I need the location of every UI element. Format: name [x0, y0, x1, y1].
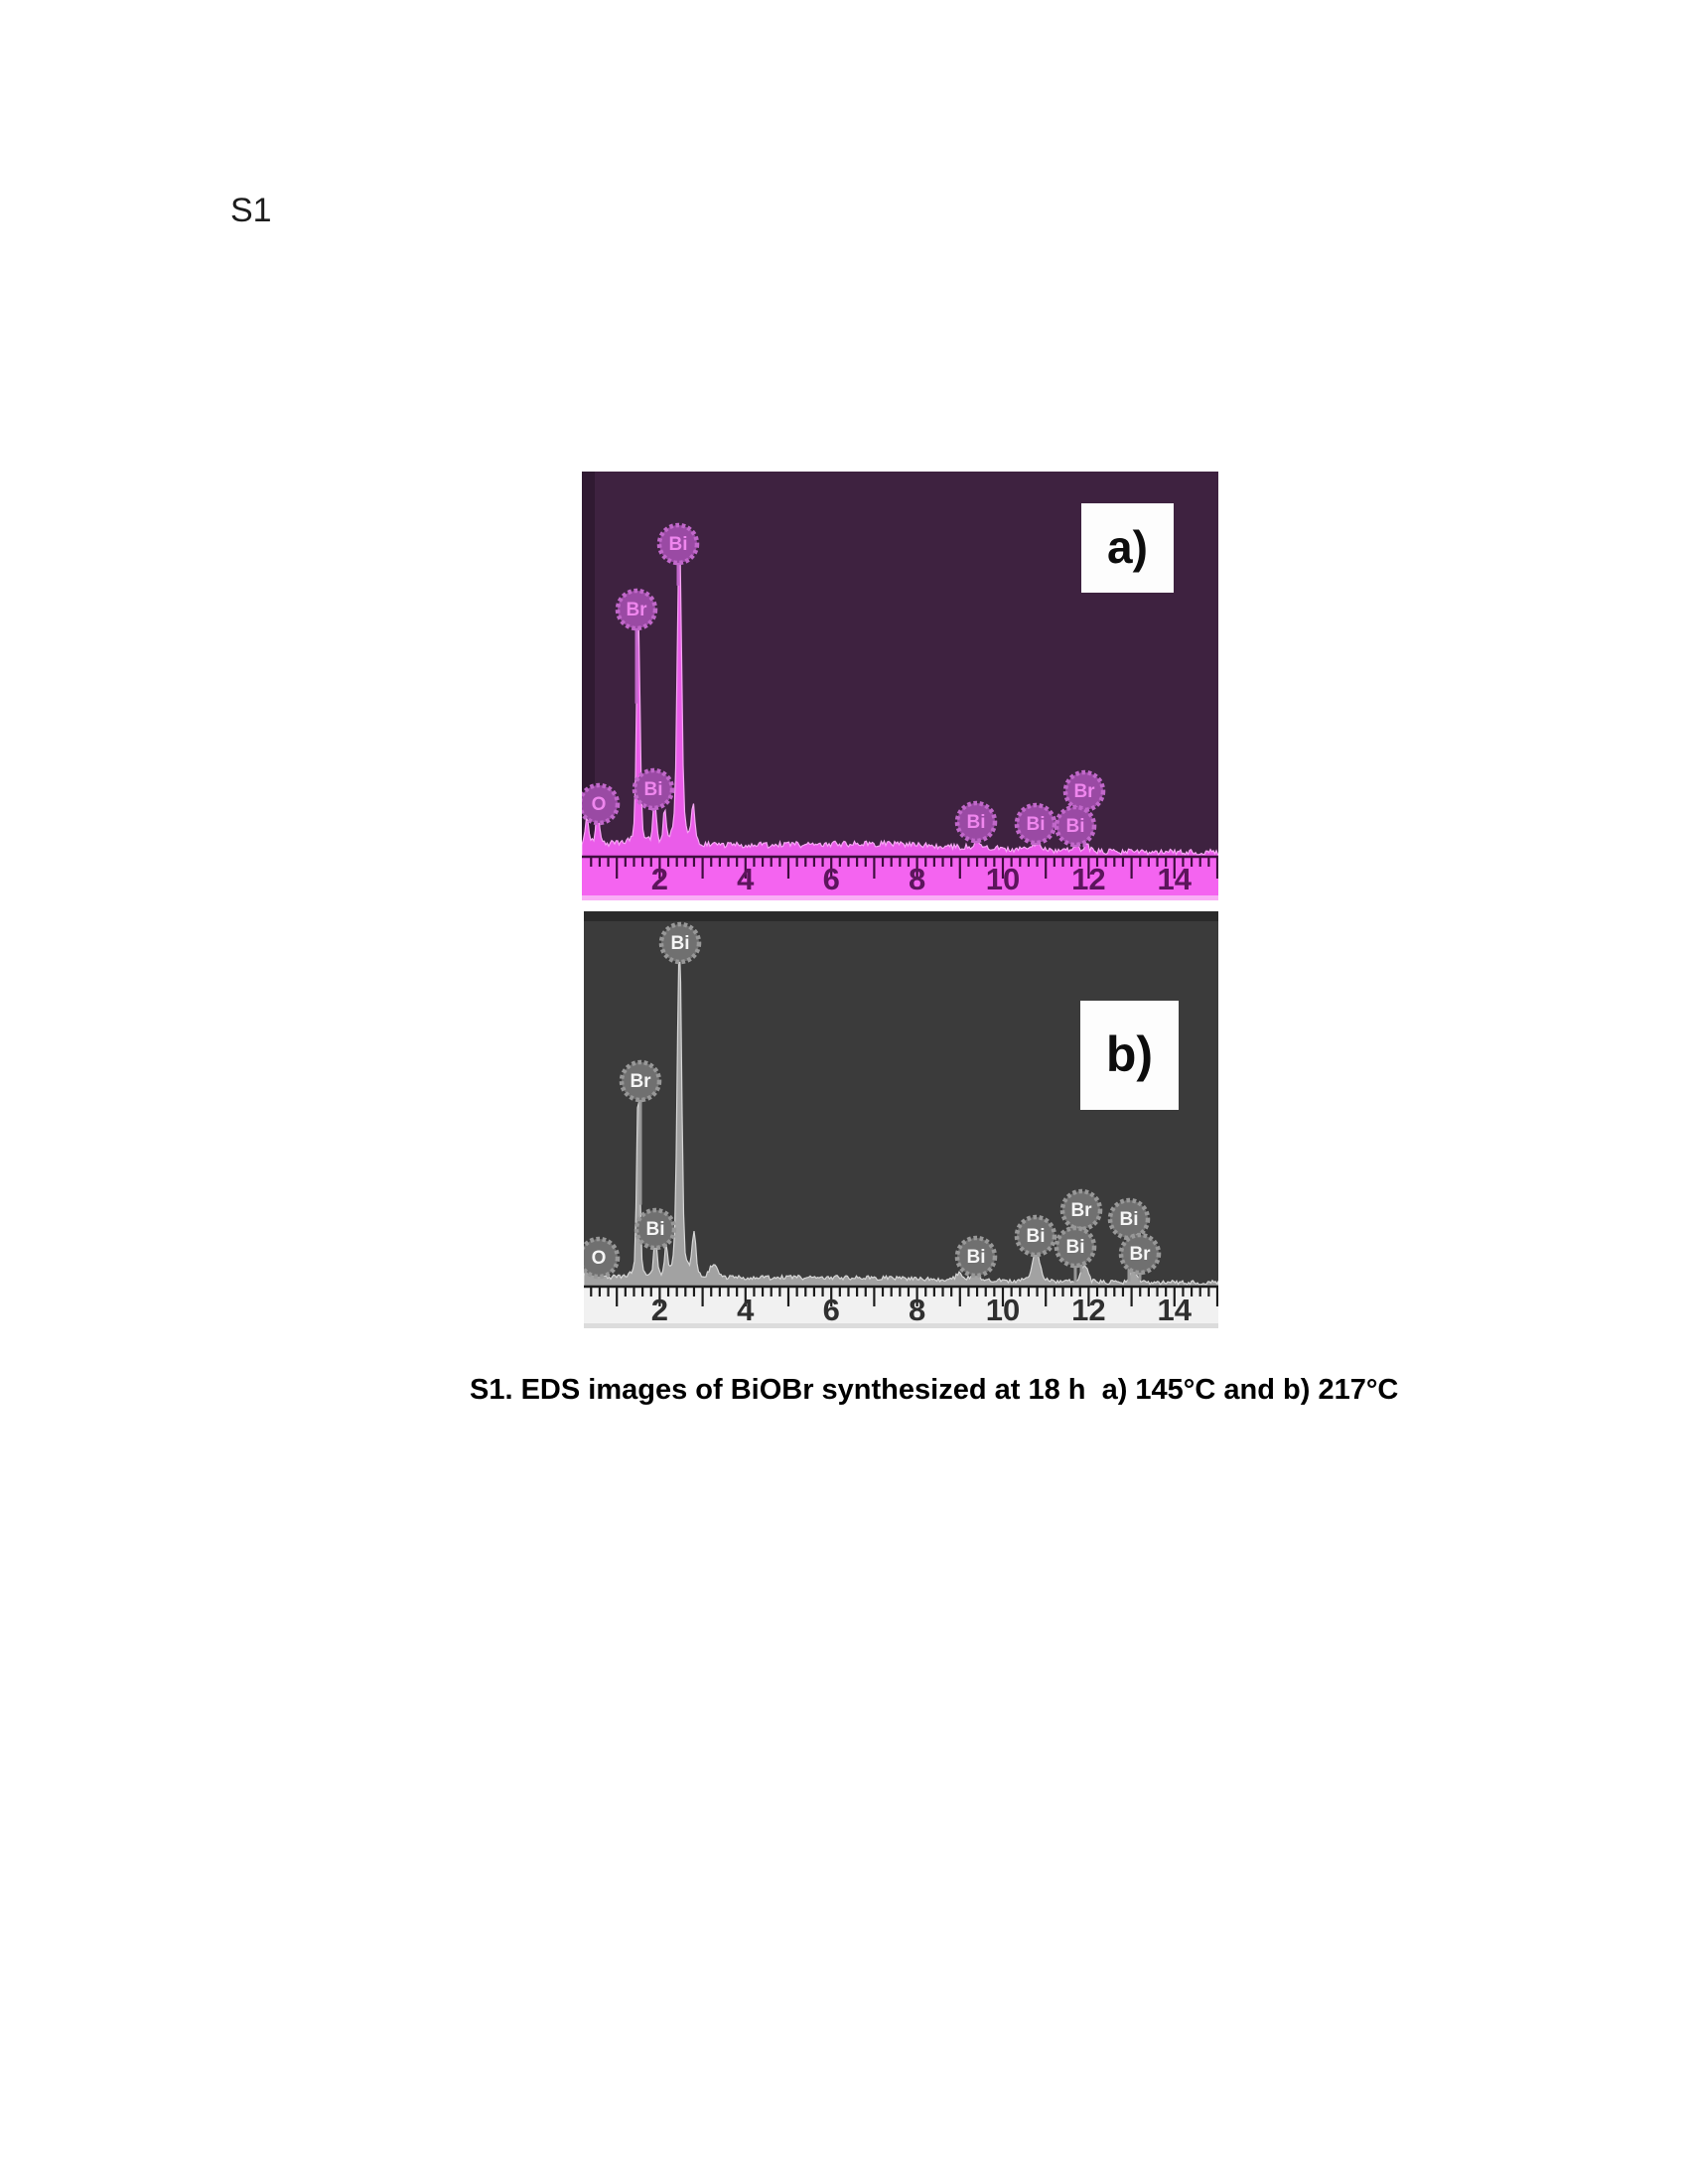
element-peak-badge — [615, 588, 658, 631]
element-peak-badge — [619, 1059, 662, 1103]
axis-tick-label: 12 — [1071, 1293, 1105, 1327]
element-peak-label: Bi — [646, 1219, 665, 1240]
energy-axis-ruler — [584, 1286, 1218, 1328]
axis-tick-label: 6 — [823, 862, 840, 896]
axis-tick-label: 10 — [986, 862, 1020, 896]
panel-label: a) — [1107, 521, 1148, 573]
eds-spectrum-b: 2 4 6 8 10 12 14 O Br Bi Bi Bi Bi Br Bi Bi Br b) — [584, 911, 1218, 1328]
panel-label-box — [1081, 503, 1174, 593]
plot-background — [584, 911, 1218, 1328]
element-peak-badge — [1054, 804, 1097, 848]
element-peak-label: Bi — [669, 534, 688, 555]
element-peak-badge — [954, 1235, 998, 1279]
axis-tick-label: 2 — [651, 1293, 668, 1327]
element-peak-label: Br — [1073, 781, 1095, 802]
axis-tick-label: 12 — [1071, 862, 1105, 896]
axis-tick-label: 4 — [737, 862, 755, 896]
element-peak-label: O — [592, 794, 607, 815]
axis-tick-label: 8 — [909, 1293, 925, 1327]
axis-tick-label: 2 — [651, 862, 668, 896]
element-peak-label: Br — [630, 1071, 651, 1092]
element-peak-label: Bi — [671, 933, 690, 954]
element-peak-badge — [1118, 1232, 1162, 1276]
axis-tick-label: 6 — [823, 1293, 840, 1327]
element-peak-label: Bi — [967, 1247, 986, 1268]
element-peak-label: Bi — [967, 812, 986, 833]
element-peak-label: O — [592, 1248, 607, 1269]
element-peak-badge — [1107, 1197, 1151, 1241]
element-peak-label: Br — [1070, 1200, 1092, 1221]
element-peak-badge — [1014, 802, 1057, 846]
element-peak-badge — [582, 782, 621, 826]
axis-tick-label: 14 — [1158, 862, 1193, 896]
panel-label: b) — [1106, 1026, 1153, 1082]
eds-spectrum-a: 2 4 6 8 10 12 14 O Br Bi Bi Bi Bi Br Bi a) — [582, 472, 1218, 900]
element-peak-badge — [1054, 1225, 1097, 1269]
element-peak-badge — [1059, 1188, 1103, 1232]
element-peak-badge — [954, 800, 998, 844]
element-peak-label: Bi — [1027, 1226, 1046, 1247]
element-peak-badge — [584, 1236, 621, 1280]
axis-tick-label: 10 — [986, 1293, 1020, 1327]
axis-tick-label: 8 — [909, 862, 925, 896]
element-peak-badge — [658, 921, 702, 965]
element-peak-badge — [1014, 1214, 1057, 1258]
element-peak-badge — [632, 767, 675, 811]
panel-label-box — [1080, 1001, 1179, 1110]
element-peak-badge — [656, 522, 700, 566]
page-number-label: S1 — [230, 192, 272, 229]
element-peak-label: Br — [626, 600, 647, 620]
element-peak-badge — [1062, 769, 1106, 813]
element-peak-label: Bi — [644, 779, 663, 800]
element-peak-label: Bi — [1120, 1209, 1139, 1230]
element-peak-label: Bi — [1066, 1237, 1085, 1258]
element-peak-label: Bi — [1027, 814, 1046, 835]
element-peak-label: Bi — [1066, 816, 1085, 837]
axis-tick-label: 4 — [737, 1293, 755, 1327]
figure-caption: S1. EDS images of BiOBr synthesized at 1… — [470, 1374, 1399, 1406]
axis-tick-label: 14 — [1158, 1293, 1193, 1327]
element-peak-badge — [633, 1207, 677, 1251]
element-peak-label: Br — [1129, 1244, 1151, 1265]
